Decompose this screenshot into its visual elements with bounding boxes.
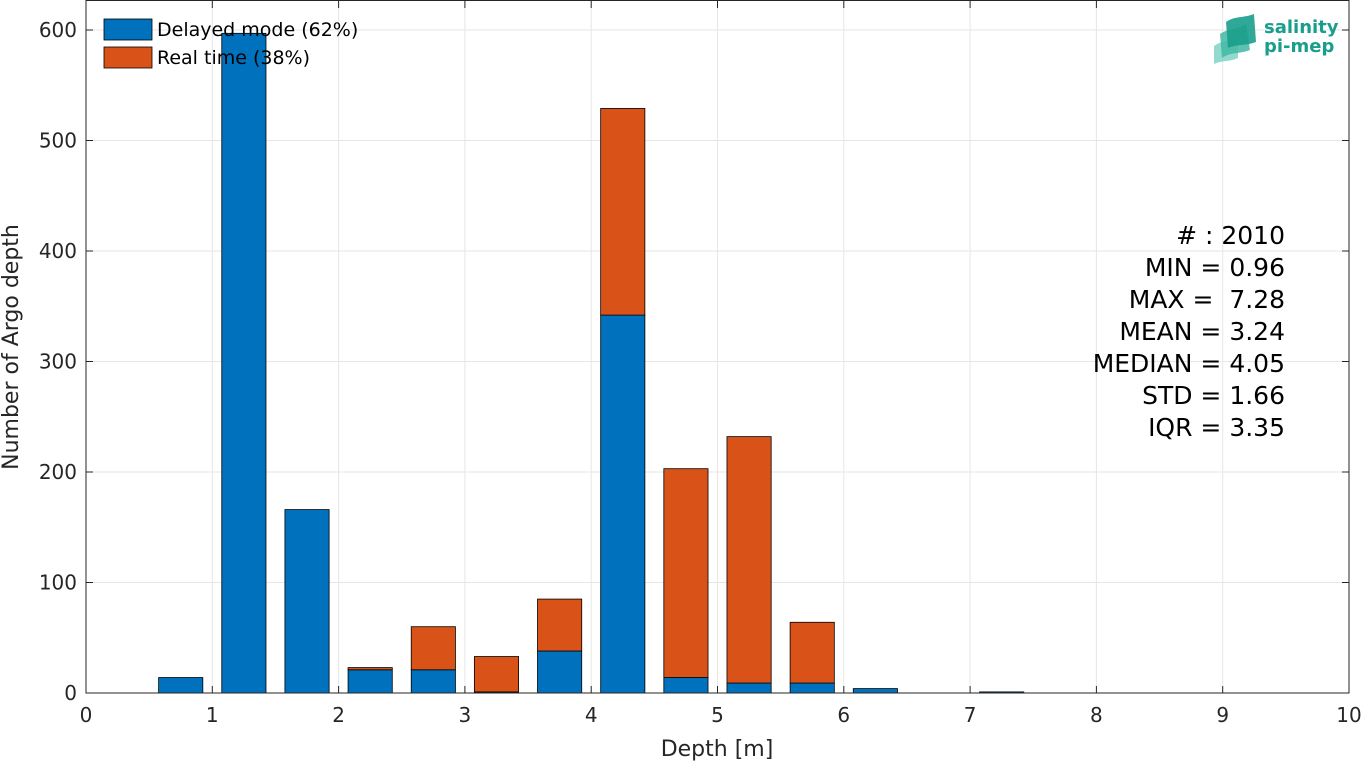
y-tick-label: 600 bbox=[39, 18, 77, 42]
x-tick-label: 0 bbox=[80, 703, 93, 727]
bar-delayed-mode bbox=[537, 650, 583, 694]
x-tick-label: 9 bbox=[1216, 703, 1229, 727]
y-tick-label: 400 bbox=[39, 239, 77, 263]
y-tick-label: 200 bbox=[39, 460, 77, 484]
x-tick-label: 3 bbox=[459, 703, 472, 727]
legend: Delayed mode (62%) Real time (38%) bbox=[103, 18, 358, 69]
bars-group bbox=[158, 32, 1025, 694]
stat-std: STD = 1.66 bbox=[1142, 381, 1285, 410]
y-axis-label: Number of Argo depth bbox=[0, 224, 24, 470]
stat-min: MIN = 0.96 bbox=[1145, 253, 1285, 282]
bar-real-time bbox=[410, 626, 456, 671]
bar-delayed-mode bbox=[726, 682, 772, 694]
x-tick-label: 2 bbox=[332, 703, 345, 727]
bar-delayed-mode bbox=[600, 314, 646, 694]
bar-real-time bbox=[663, 468, 709, 678]
y-tick-label: 500 bbox=[39, 129, 77, 153]
bar-real-time bbox=[789, 621, 835, 684]
logo-waves-icon bbox=[1214, 14, 1256, 64]
bar-real-time bbox=[600, 108, 646, 316]
bar-delayed-mode bbox=[158, 677, 204, 694]
x-axis-label: Depth [m] bbox=[661, 737, 774, 762]
legend-swatch-delayed bbox=[103, 18, 153, 41]
bar-real-time bbox=[347, 667, 393, 671]
stat-iqr: IQR = 3.35 bbox=[1148, 413, 1285, 442]
bar-real-time bbox=[726, 436, 772, 684]
x-tick-label: 6 bbox=[837, 703, 850, 727]
y-axis-ticks: 0 100 200 300 400 500 600 bbox=[39, 18, 1349, 705]
x-tick-label: 7 bbox=[964, 703, 977, 727]
legend-label-delayed: Delayed mode (62%) bbox=[157, 19, 358, 41]
bar-real-time bbox=[473, 656, 519, 693]
salinity-pimep-logo: salinity pi-mep bbox=[1214, 14, 1339, 64]
logo-text-pimep: pi-mep bbox=[1264, 36, 1334, 57]
logo-text-salinity: salinity bbox=[1264, 17, 1339, 38]
stat-count: # : 2010 bbox=[1176, 221, 1285, 250]
x-tick-label: 1 bbox=[206, 703, 219, 727]
grid-lines bbox=[86, 1, 1349, 693]
stat-max: MAX = 7.28 bbox=[1129, 285, 1285, 314]
bar-delayed-mode bbox=[789, 682, 835, 694]
x-tick-label: 8 bbox=[1090, 703, 1103, 727]
bar-real-time bbox=[537, 598, 583, 652]
stat-median: MEDIAN = 4.05 bbox=[1093, 349, 1285, 378]
statistics-box: # : 2010 MIN = 0.96 MAX = 7.28 MEAN = 3.… bbox=[1093, 221, 1285, 442]
bar-delayed-mode bbox=[284, 509, 330, 694]
y-tick-label: 100 bbox=[39, 571, 77, 595]
legend-swatch-realtime bbox=[103, 46, 153, 69]
legend-label-realtime: Real time (38%) bbox=[157, 47, 310, 69]
bar-delayed-mode bbox=[347, 669, 393, 694]
bar-delayed-mode bbox=[852, 688, 898, 694]
x-axis-ticks: 0 1 2 3 4 5 6 7 8 9 10 bbox=[80, 1, 1362, 727]
x-tick-label: 5 bbox=[711, 703, 724, 727]
bar-delayed-mode bbox=[410, 669, 456, 694]
y-tick-label: 0 bbox=[64, 681, 77, 705]
x-tick-label: 4 bbox=[585, 703, 598, 727]
bar-delayed-mode bbox=[221, 32, 267, 694]
stat-mean: MEAN = 3.24 bbox=[1119, 317, 1285, 346]
x-tick-label: 10 bbox=[1336, 703, 1361, 727]
bar-delayed-mode bbox=[663, 677, 709, 694]
y-tick-label: 300 bbox=[39, 350, 77, 374]
